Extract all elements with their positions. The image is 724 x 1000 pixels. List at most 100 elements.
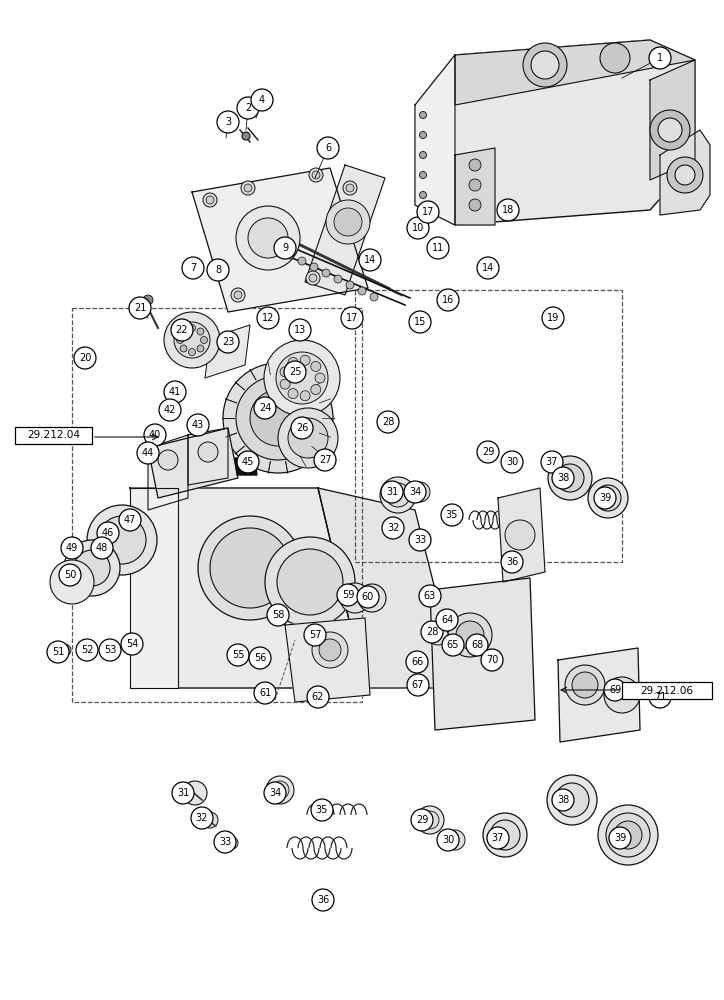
Circle shape — [477, 257, 499, 279]
Text: 30: 30 — [506, 457, 518, 467]
Circle shape — [552, 789, 574, 811]
Circle shape — [555, 783, 589, 817]
Circle shape — [284, 361, 306, 383]
Circle shape — [600, 43, 630, 73]
Circle shape — [286, 251, 294, 259]
Polygon shape — [205, 325, 250, 378]
Text: 56: 56 — [254, 653, 266, 663]
Circle shape — [614, 821, 642, 849]
Circle shape — [226, 837, 238, 849]
Circle shape — [358, 287, 366, 295]
Text: 14: 14 — [364, 255, 376, 265]
Text: 15: 15 — [414, 317, 426, 327]
Circle shape — [288, 418, 328, 458]
Circle shape — [143, 295, 153, 305]
Circle shape — [223, 363, 333, 473]
Text: 20: 20 — [79, 353, 91, 363]
Circle shape — [469, 159, 481, 171]
Text: 57: 57 — [308, 630, 321, 640]
Circle shape — [358, 584, 386, 612]
Circle shape — [234, 291, 242, 299]
Circle shape — [201, 336, 208, 344]
Text: 1: 1 — [657, 53, 663, 63]
Polygon shape — [148, 435, 188, 510]
Circle shape — [437, 829, 459, 851]
Circle shape — [197, 328, 204, 335]
Circle shape — [419, 172, 426, 178]
Circle shape — [97, 522, 119, 544]
Text: 38: 38 — [557, 473, 569, 483]
Circle shape — [604, 677, 640, 713]
Circle shape — [442, 634, 464, 656]
Text: 2: 2 — [245, 103, 251, 113]
Circle shape — [357, 586, 379, 608]
Circle shape — [483, 813, 527, 857]
Text: 61: 61 — [259, 688, 271, 698]
Text: 40: 40 — [149, 430, 161, 440]
Circle shape — [236, 376, 320, 460]
Text: 3: 3 — [225, 117, 231, 127]
Polygon shape — [130, 488, 365, 688]
Circle shape — [300, 355, 310, 365]
Circle shape — [304, 624, 326, 646]
Circle shape — [419, 151, 426, 158]
Text: 44: 44 — [142, 448, 154, 458]
Text: 32: 32 — [195, 813, 209, 823]
Circle shape — [556, 464, 584, 492]
Circle shape — [552, 467, 574, 489]
Circle shape — [469, 199, 481, 211]
Text: 4: 4 — [259, 95, 265, 105]
Circle shape — [128, 638, 138, 648]
Circle shape — [47, 641, 69, 663]
Text: 34: 34 — [409, 487, 421, 497]
Circle shape — [298, 257, 306, 265]
Text: 32: 32 — [387, 523, 399, 533]
Circle shape — [159, 399, 181, 421]
Text: 38: 38 — [557, 795, 569, 805]
Circle shape — [407, 674, 429, 696]
Text: 28: 28 — [426, 627, 438, 637]
Text: 28: 28 — [382, 417, 394, 427]
Circle shape — [266, 776, 294, 804]
Circle shape — [410, 482, 430, 502]
Circle shape — [326, 200, 370, 244]
Circle shape — [649, 686, 671, 708]
Text: 34: 34 — [269, 788, 281, 798]
Circle shape — [172, 782, 194, 804]
Circle shape — [280, 379, 290, 389]
Text: 33: 33 — [414, 535, 426, 545]
Circle shape — [382, 517, 404, 539]
Text: 16: 16 — [442, 295, 454, 305]
Circle shape — [83, 643, 93, 653]
Circle shape — [197, 345, 204, 352]
Circle shape — [469, 179, 481, 191]
Circle shape — [198, 516, 302, 620]
Circle shape — [314, 449, 336, 471]
Circle shape — [381, 481, 403, 503]
Circle shape — [278, 408, 338, 468]
Circle shape — [306, 271, 320, 285]
Circle shape — [61, 537, 83, 559]
Circle shape — [203, 193, 217, 207]
Circle shape — [106, 643, 116, 653]
Circle shape — [137, 442, 159, 464]
Circle shape — [251, 89, 273, 111]
Circle shape — [441, 504, 463, 526]
Circle shape — [310, 263, 318, 271]
Circle shape — [312, 632, 348, 668]
Polygon shape — [455, 148, 495, 225]
Text: 69: 69 — [609, 685, 621, 695]
Text: 50: 50 — [64, 570, 76, 580]
Text: 9: 9 — [282, 243, 288, 253]
Text: 58: 58 — [272, 610, 285, 620]
Text: 41: 41 — [169, 387, 181, 397]
FancyBboxPatch shape — [15, 427, 92, 444]
Circle shape — [419, 111, 426, 118]
Circle shape — [419, 192, 426, 198]
Text: 53: 53 — [104, 645, 116, 655]
Circle shape — [359, 249, 381, 271]
Circle shape — [427, 237, 449, 259]
Circle shape — [487, 827, 509, 849]
Text: 35: 35 — [316, 805, 328, 815]
Circle shape — [317, 137, 339, 159]
